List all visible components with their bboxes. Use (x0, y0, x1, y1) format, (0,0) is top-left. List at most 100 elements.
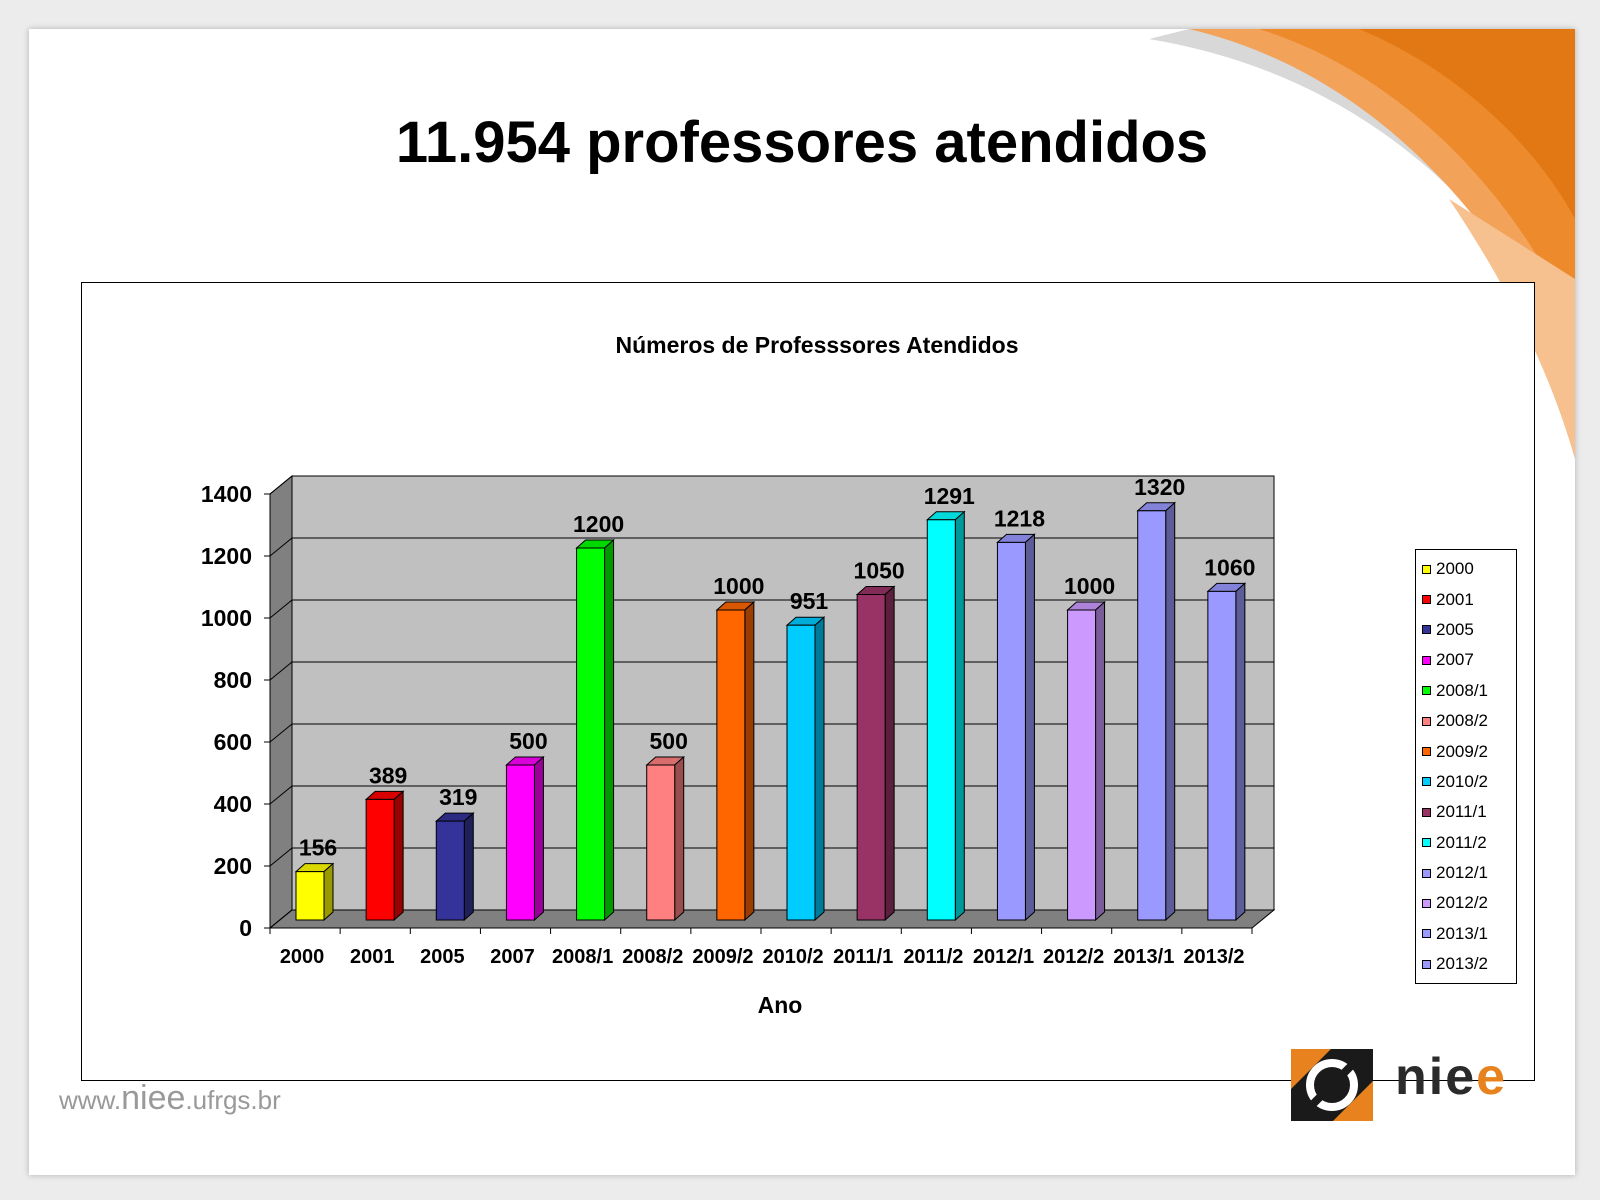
y-tick-label: 1000 (201, 605, 252, 631)
legend-swatch (1422, 625, 1431, 635)
bar (505, 764, 535, 921)
data-label: 156 (299, 835, 337, 861)
footer-url-prefix: www. (59, 1085, 122, 1115)
bar (1137, 510, 1167, 921)
data-label: 1000 (1064, 573, 1115, 599)
bar (1207, 590, 1237, 921)
bar-side (884, 585, 895, 922)
legend-label: 2009/2 (1436, 741, 1488, 761)
legend-item: 2008/2 (1416, 706, 1516, 736)
bar (365, 798, 395, 921)
x-tick-label: 2012/1 (973, 946, 1034, 968)
legend-item: 2011/1 (1416, 797, 1516, 827)
x-tick-label: 2008/2 (622, 946, 683, 968)
legend-item: 2013/2 (1416, 949, 1516, 979)
niee-logo-text: niee (1395, 1047, 1507, 1107)
x-tick-label: 2013/2 (1183, 946, 1244, 968)
x-tick-label: 2001 (350, 946, 395, 968)
plot-floor (268, 909, 1276, 929)
bar (435, 820, 465, 921)
x-tick-label: 2012/2 (1043, 946, 1104, 968)
bar (926, 519, 956, 921)
bar (856, 594, 886, 921)
bar (996, 541, 1026, 921)
legend-label: 2005 (1436, 619, 1474, 639)
x-tick-label: 2013/1 (1113, 946, 1174, 968)
legend-swatch (1422, 747, 1431, 757)
slide: 11.954 professores atendidos Números de … (29, 29, 1575, 1175)
x-tick-label: 2005 (420, 946, 465, 968)
data-label: 1050 (854, 558, 905, 584)
bar (716, 609, 746, 921)
x-tick-label: 2011/2 (903, 946, 963, 968)
legend-label: 2008/2 (1436, 711, 1488, 731)
bar-side (463, 811, 474, 922)
data-label: 319 (439, 784, 477, 810)
chart-title: Números de Professsores Atendidos (615, 332, 1018, 358)
legend-label: 2013/2 (1436, 954, 1488, 974)
bar-side (323, 862, 334, 922)
legend-swatch (1422, 686, 1431, 696)
x-tick-label: 2010/2 (762, 946, 823, 968)
data-label: 500 (509, 728, 547, 754)
legend-item: 2011/2 (1416, 828, 1516, 858)
legend-swatch (1422, 838, 1431, 848)
legend-label: 2013/1 (1436, 923, 1488, 943)
bar-side (604, 538, 615, 922)
legend-label: 2012/1 (1436, 863, 1488, 883)
y-tick-label: 200 (214, 853, 252, 879)
bar-side (674, 755, 685, 922)
legend-label: 2007 (1436, 650, 1474, 670)
y-tick-label: 800 (214, 667, 252, 693)
x-axis-label: Ano (758, 992, 803, 1018)
x-tick-label: 2011/1 (833, 946, 893, 968)
legend-swatch (1422, 929, 1431, 939)
plot-side-wall (269, 474, 293, 930)
y-tick-label: 600 (214, 729, 252, 755)
data-label: 1218 (994, 505, 1045, 531)
bar-side (954, 510, 965, 922)
logo-text-main: nie (1395, 1048, 1477, 1106)
bar-chart: Números de Professsores Atendidos 0 200 40… (201, 332, 1276, 1018)
legend-swatch (1422, 868, 1431, 878)
logo-text-accent: e (1476, 1048, 1508, 1106)
legend-swatch (1422, 807, 1431, 817)
bar-side (393, 790, 404, 922)
legend-item: 2001 (1416, 584, 1516, 614)
legend-swatch (1422, 595, 1431, 605)
legend-swatch (1422, 655, 1431, 665)
legend-swatch (1422, 564, 1431, 574)
legend-label: 2011/1 (1436, 802, 1487, 822)
data-label: 1060 (1204, 554, 1255, 580)
footer-url: www.niee.ufrgs.br (59, 1079, 281, 1118)
legend-label: 2001 (1436, 589, 1474, 609)
legend-swatch (1422, 959, 1431, 969)
data-label: 500 (650, 728, 688, 754)
chart-frame: Números de Professsores Atendidos 0 200 40… (81, 282, 1535, 1081)
x-tick-label: 2000 (280, 946, 325, 968)
legend-item: 2009/2 (1416, 736, 1516, 766)
x-tick-label: 2009/2 (692, 946, 753, 968)
chart-legend: 2000 2001 2005 2007 2008/1 2008/2 2009/2 2010/2… (1415, 549, 1517, 985)
y-tick-label: 1400 (201, 481, 252, 507)
bar (1067, 609, 1097, 921)
y-tick-label: 0 (239, 915, 252, 941)
data-label: 951 (790, 588, 829, 614)
data-label: 1000 (713, 573, 764, 599)
niee-logo-icon (1291, 1049, 1373, 1121)
legend-label: 2012/2 (1436, 893, 1488, 913)
data-label: 1320 (1134, 474, 1185, 500)
legend-label: 2011/2 (1436, 832, 1487, 852)
x-tick-label: 2007 (490, 946, 535, 968)
bar-side (1165, 501, 1176, 922)
data-label: 389 (369, 762, 407, 788)
legend-item: 2007 (1416, 645, 1516, 675)
x-tick-label: 2008/1 (552, 946, 613, 968)
legend-swatch (1422, 898, 1431, 908)
footer-url-brand: niee (121, 1079, 186, 1117)
bar (786, 624, 816, 921)
bar-side (533, 755, 544, 922)
slide-title: 11.954 professores atendidos (395, 110, 1209, 175)
bar-side (814, 616, 825, 922)
legend-item: 2012/1 (1416, 858, 1516, 888)
